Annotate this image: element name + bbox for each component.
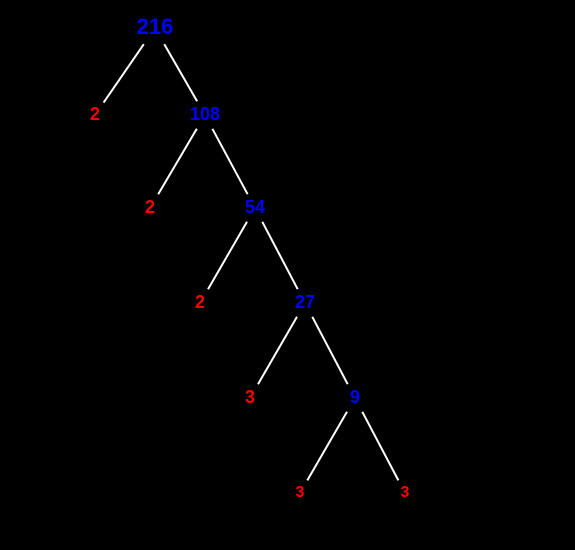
prime-factor-node: 3 [245,387,255,407]
composite-node: 9 [350,387,360,407]
composite-node: 27 [295,292,315,312]
tree-edge [307,412,347,481]
prime-factor-node: 2 [90,104,100,124]
prime-factor-node: 3 [296,484,305,501]
tree-edge [262,222,297,289]
composite-node: 108 [190,104,220,124]
tree-edge [258,317,297,384]
tree-nodes: 216 2 108 2 54 2 27 3 9 3 3 [90,14,410,501]
prime-factor-node: 2 [195,292,205,312]
prime-factor-node: 3 [401,484,410,501]
tree-edge [104,44,144,102]
tree-edge [158,129,197,194]
composite-node: 54 [245,197,265,217]
tree-edge [208,222,247,289]
composite-node: 216 [137,14,174,39]
tree-edge [362,412,398,481]
tree-edge [312,317,347,384]
tree-edge [212,129,247,194]
tree-edge [164,44,197,101]
factor-tree-diagram: 216 2 108 2 54 2 27 3 9 3 3 [0,0,575,550]
prime-factor-node: 2 [145,197,155,217]
tree-edges [104,44,399,480]
